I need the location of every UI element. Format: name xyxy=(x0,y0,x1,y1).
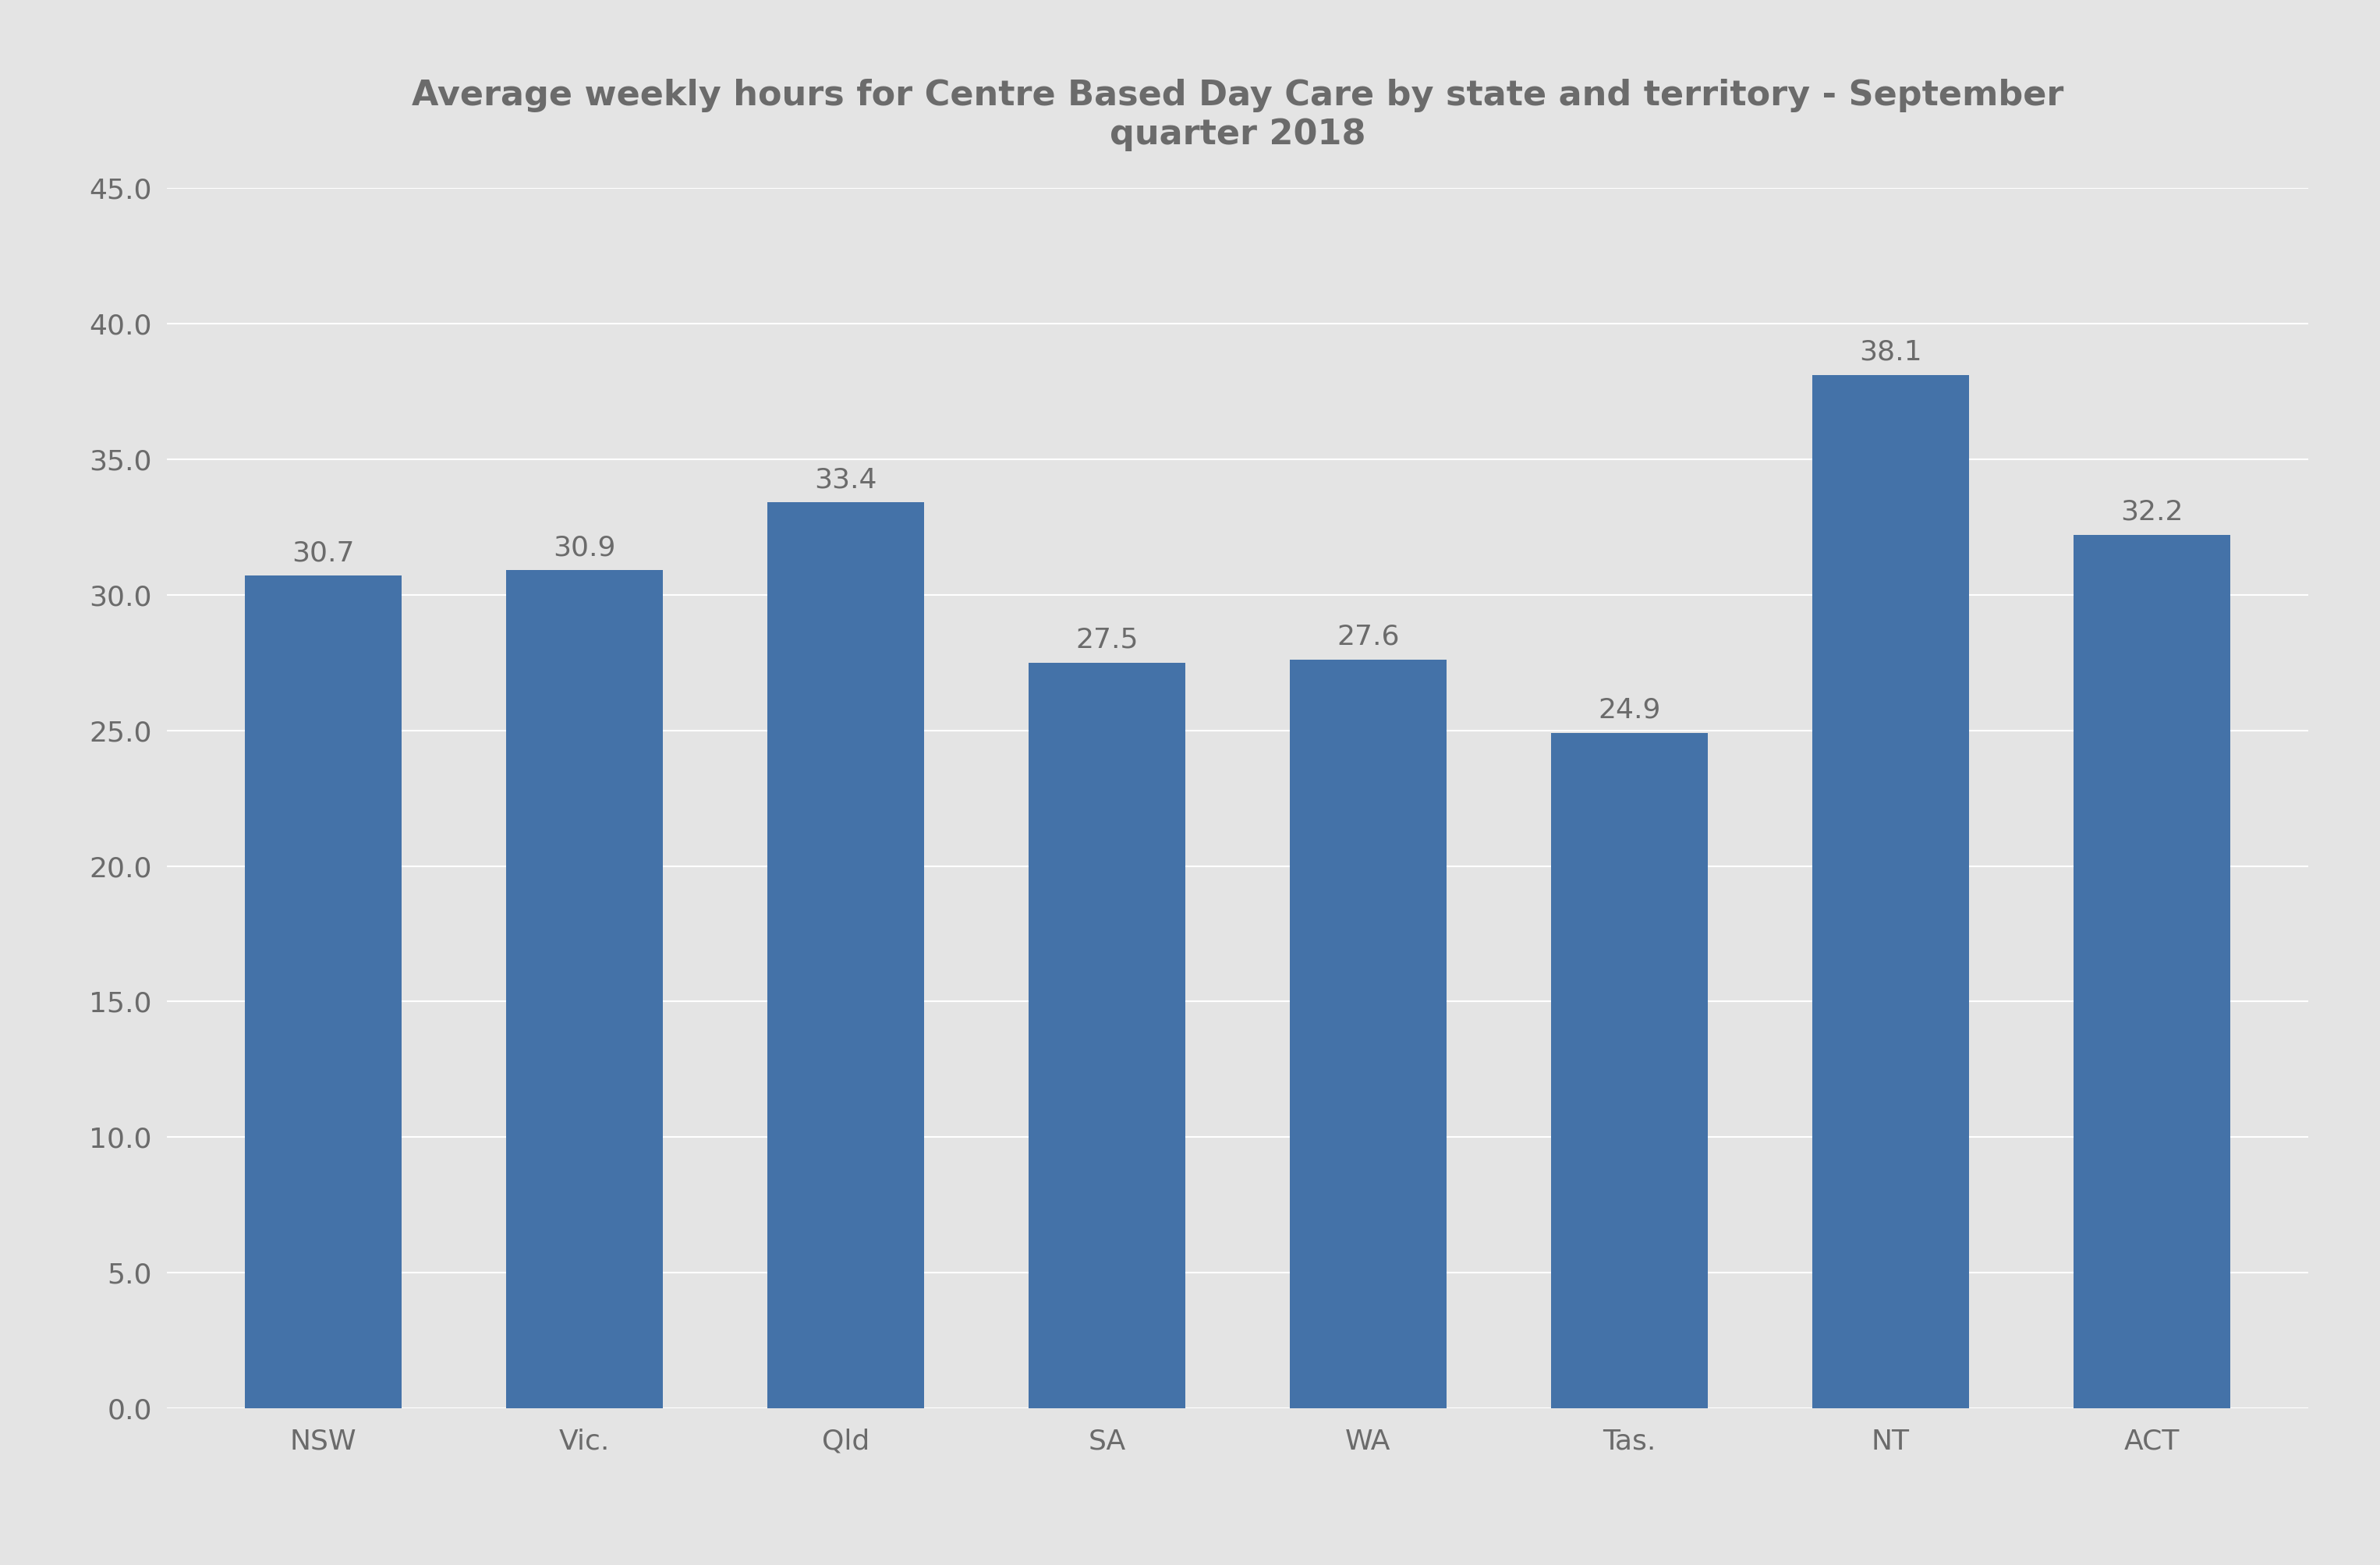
Bar xyxy=(1552,732,1709,1409)
Text: 38.1: 38.1 xyxy=(1859,340,1923,366)
Text: 27.5: 27.5 xyxy=(1076,626,1138,653)
Text: 24.9: 24.9 xyxy=(1597,696,1661,723)
Bar xyxy=(245,576,402,1409)
Text: 33.4: 33.4 xyxy=(814,466,878,493)
Bar xyxy=(1811,376,1968,1409)
Text: 30.9: 30.9 xyxy=(552,534,616,560)
Bar xyxy=(1290,660,1447,1409)
Bar xyxy=(766,502,923,1408)
Bar xyxy=(2073,535,2230,1409)
Title: Average weekly hours for Centre Based Day Care by state and territory - Septembe: Average weekly hours for Centre Based Da… xyxy=(412,80,2063,152)
Text: 32.2: 32.2 xyxy=(2121,499,2182,526)
Text: 30.7: 30.7 xyxy=(293,540,355,567)
Bar xyxy=(1028,662,1185,1409)
Bar xyxy=(507,570,664,1408)
Text: 27.6: 27.6 xyxy=(1338,624,1399,651)
